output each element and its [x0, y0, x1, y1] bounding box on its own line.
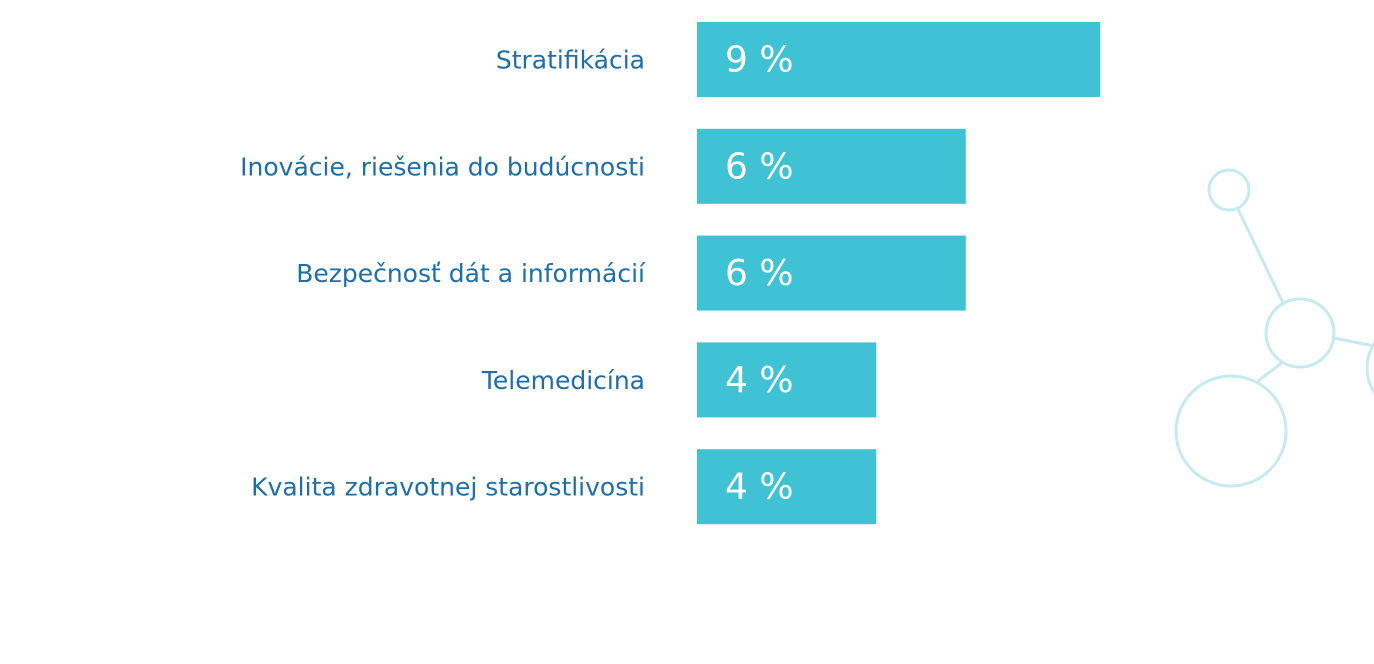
node-circle [1365, 341, 1374, 395]
node-circle [1174, 374, 1288, 488]
category-label: Inovácie, riešenia do budúcnosti [240, 152, 645, 181]
value-label: 6 % [725, 253, 794, 294]
category-label: Telemedicína [481, 366, 645, 395]
value-label: 6 % [725, 146, 794, 187]
node-circle [1207, 168, 1251, 212]
decoration [1174, 168, 1374, 488]
category-label: Stratifikácia [496, 46, 645, 75]
bar [697, 22, 1101, 97]
bar [697, 449, 877, 525]
bar [697, 342, 877, 418]
connector [1257, 360, 1284, 383]
value-label: 4 % [725, 360, 794, 401]
value-label: 9 % [725, 40, 794, 81]
value-label: 4 % [725, 467, 794, 508]
bar [697, 235, 966, 311]
category-label: Kvalita zdravotnej starostlivosti [251, 473, 645, 502]
bar [697, 128, 966, 204]
connector [1333, 336, 1374, 348]
node-circle [1264, 297, 1336, 369]
connector [1235, 206, 1286, 306]
category-label: Bezpečnosť dát a informácií [296, 259, 646, 288]
